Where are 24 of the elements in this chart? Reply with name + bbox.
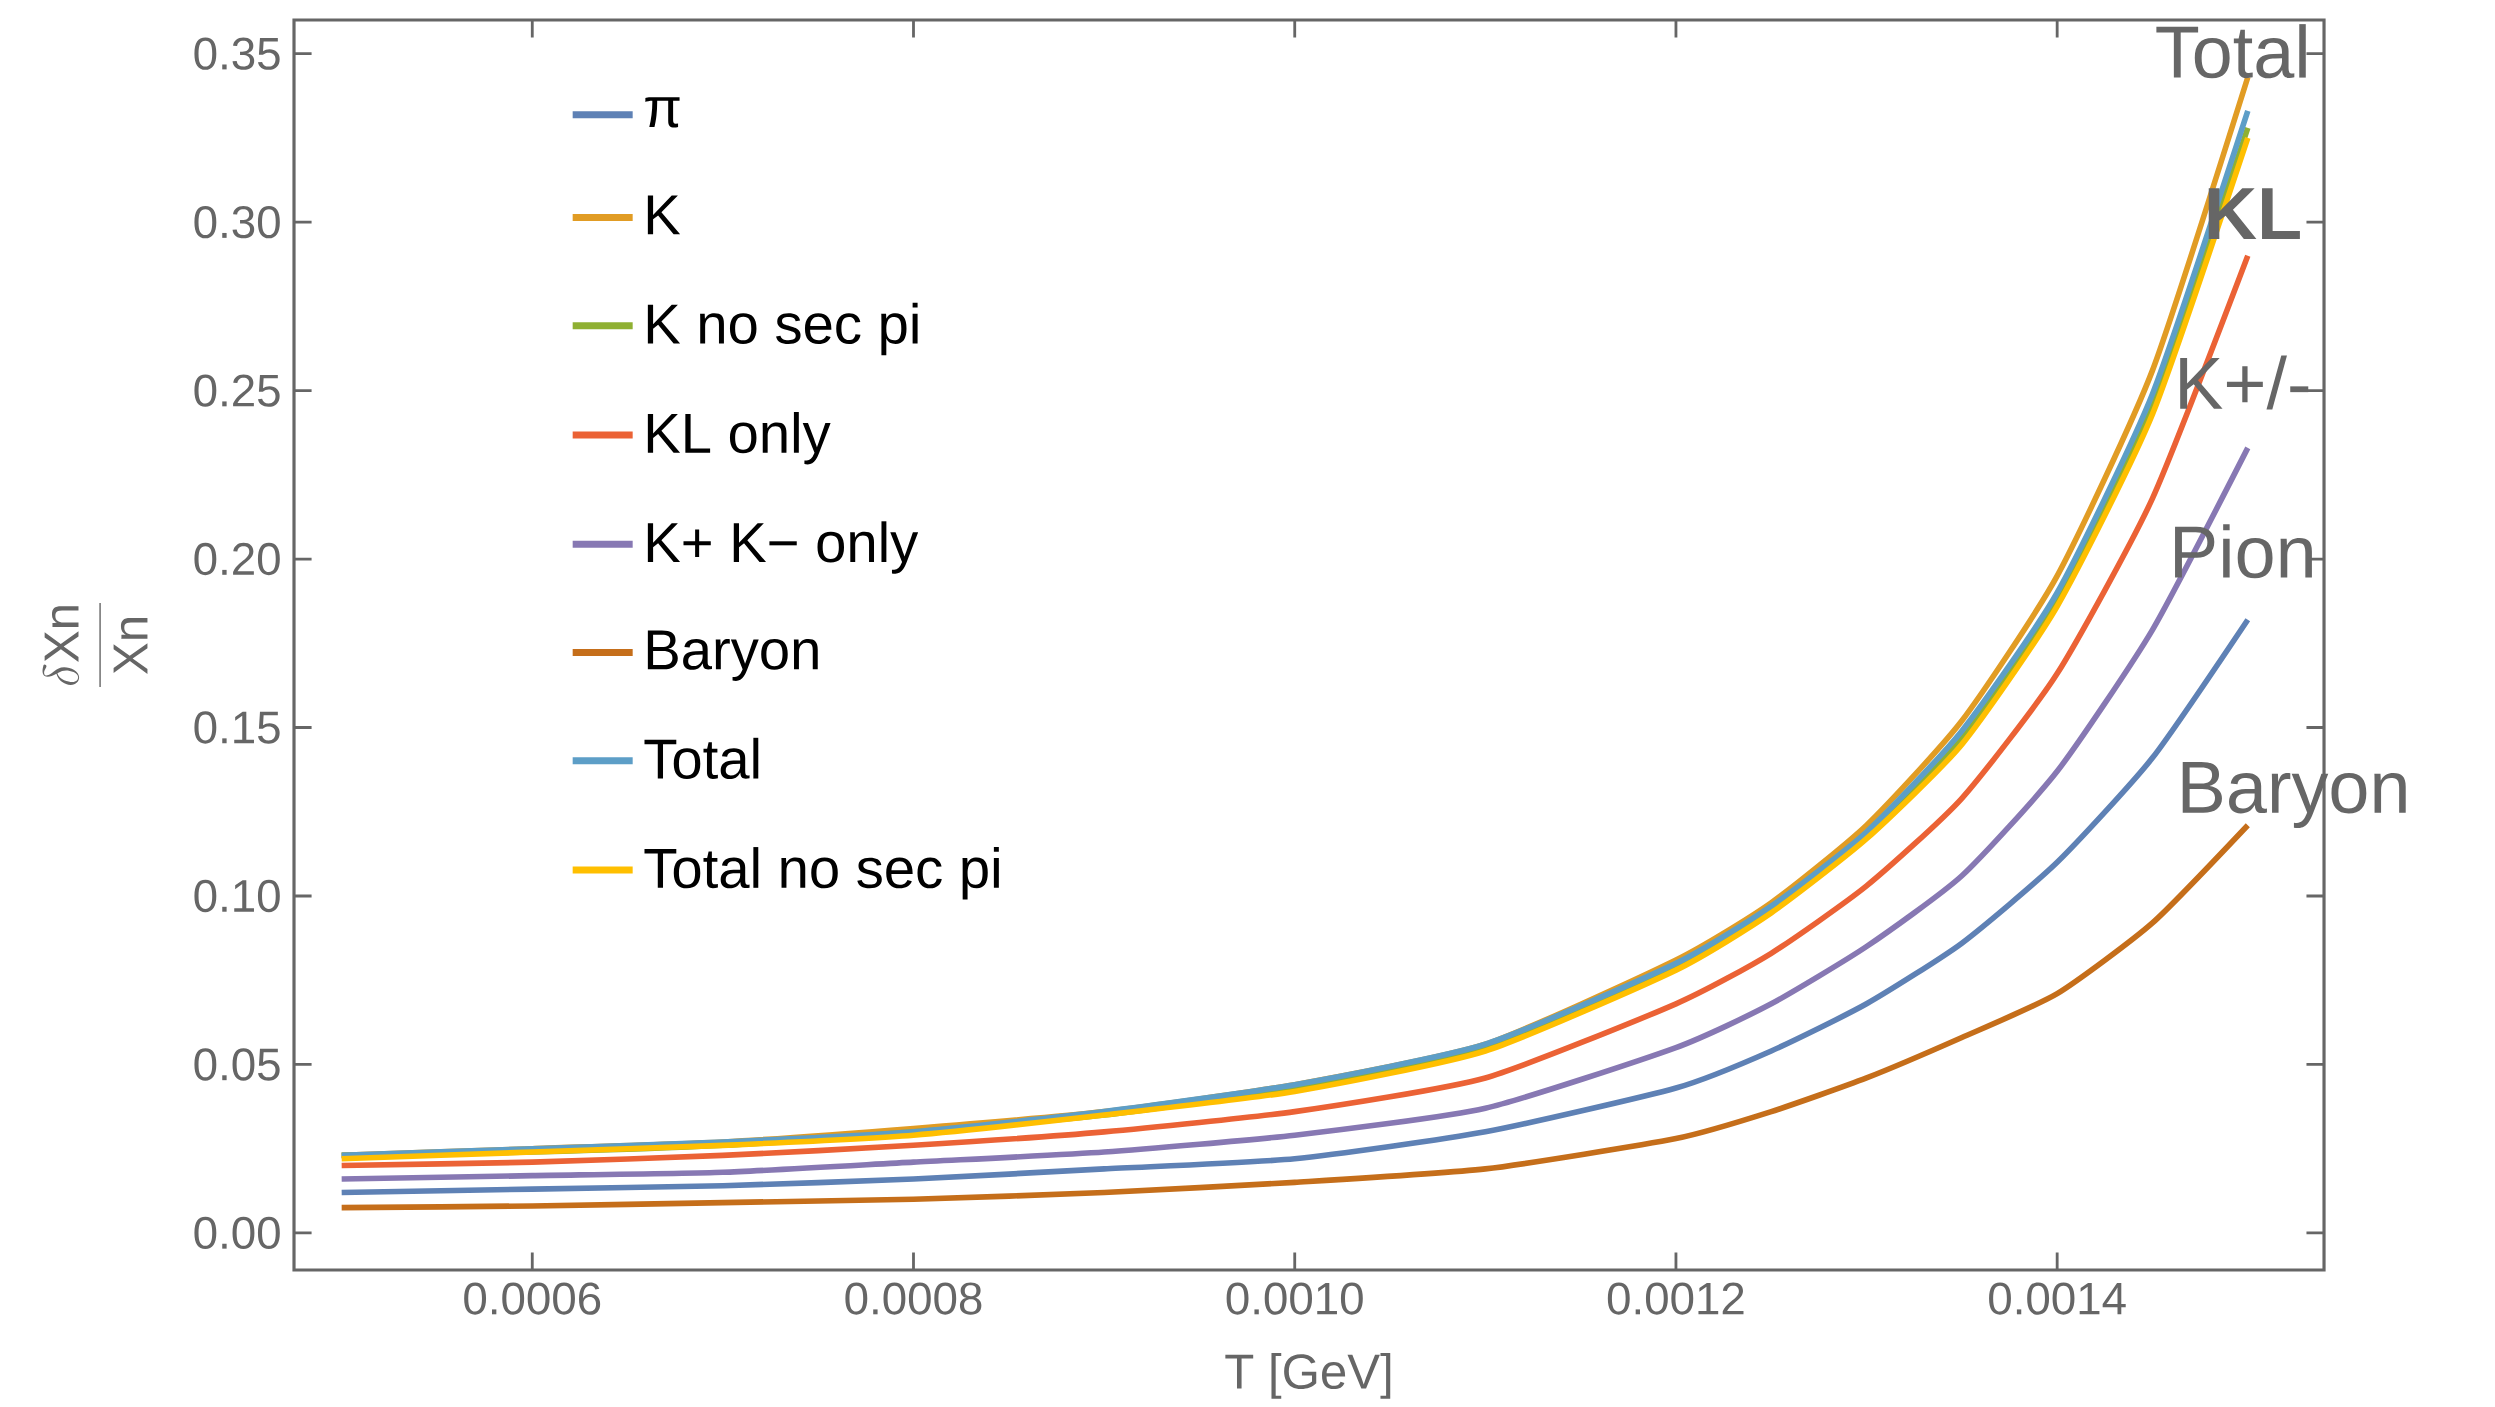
y-tick-label: 0.30	[194, 205, 280, 239]
x-axis-title: T [GeV]	[1225, 1352, 1391, 1399]
x-tick-label: 0.0008	[845, 1282, 982, 1315]
legend-label: K no sec pi	[647, 302, 918, 356]
legend-label: KL only	[647, 412, 831, 465]
x-tick-label: 0.0014	[1989, 1282, 2126, 1315]
y-axis-title: $\frac{\delta \mathrm{Xn}}{\mathrm{Xn}}$	[42, 602, 148, 687]
x-tick-label: 0.0010	[1226, 1282, 1363, 1315]
x-tick-label: 0.0006	[464, 1282, 601, 1315]
x-tick-label: 0.0012	[1607, 1282, 1744, 1315]
annotation: Total	[2156, 24, 2306, 79]
y-tick-label: 0.00	[194, 1216, 280, 1250]
legend-label: π	[645, 97, 680, 128]
legend-label: Baryon	[647, 630, 818, 681]
y-tick-label: 0.10	[194, 879, 280, 913]
y-tick-label: 0.20	[194, 542, 280, 576]
legend-label: Total no sec pi	[644, 847, 999, 900]
y-tick-label: 0.15	[194, 711, 280, 744]
y-tick-label: 0.05	[194, 1048, 280, 1081]
legend-label: K	[647, 195, 681, 235]
legend-label: K+ K− only	[647, 521, 919, 574]
y-tick-label: 0.25	[194, 374, 280, 407]
legend-label: Total	[644, 737, 759, 780]
y-tick-label: 0.35	[194, 37, 280, 70]
